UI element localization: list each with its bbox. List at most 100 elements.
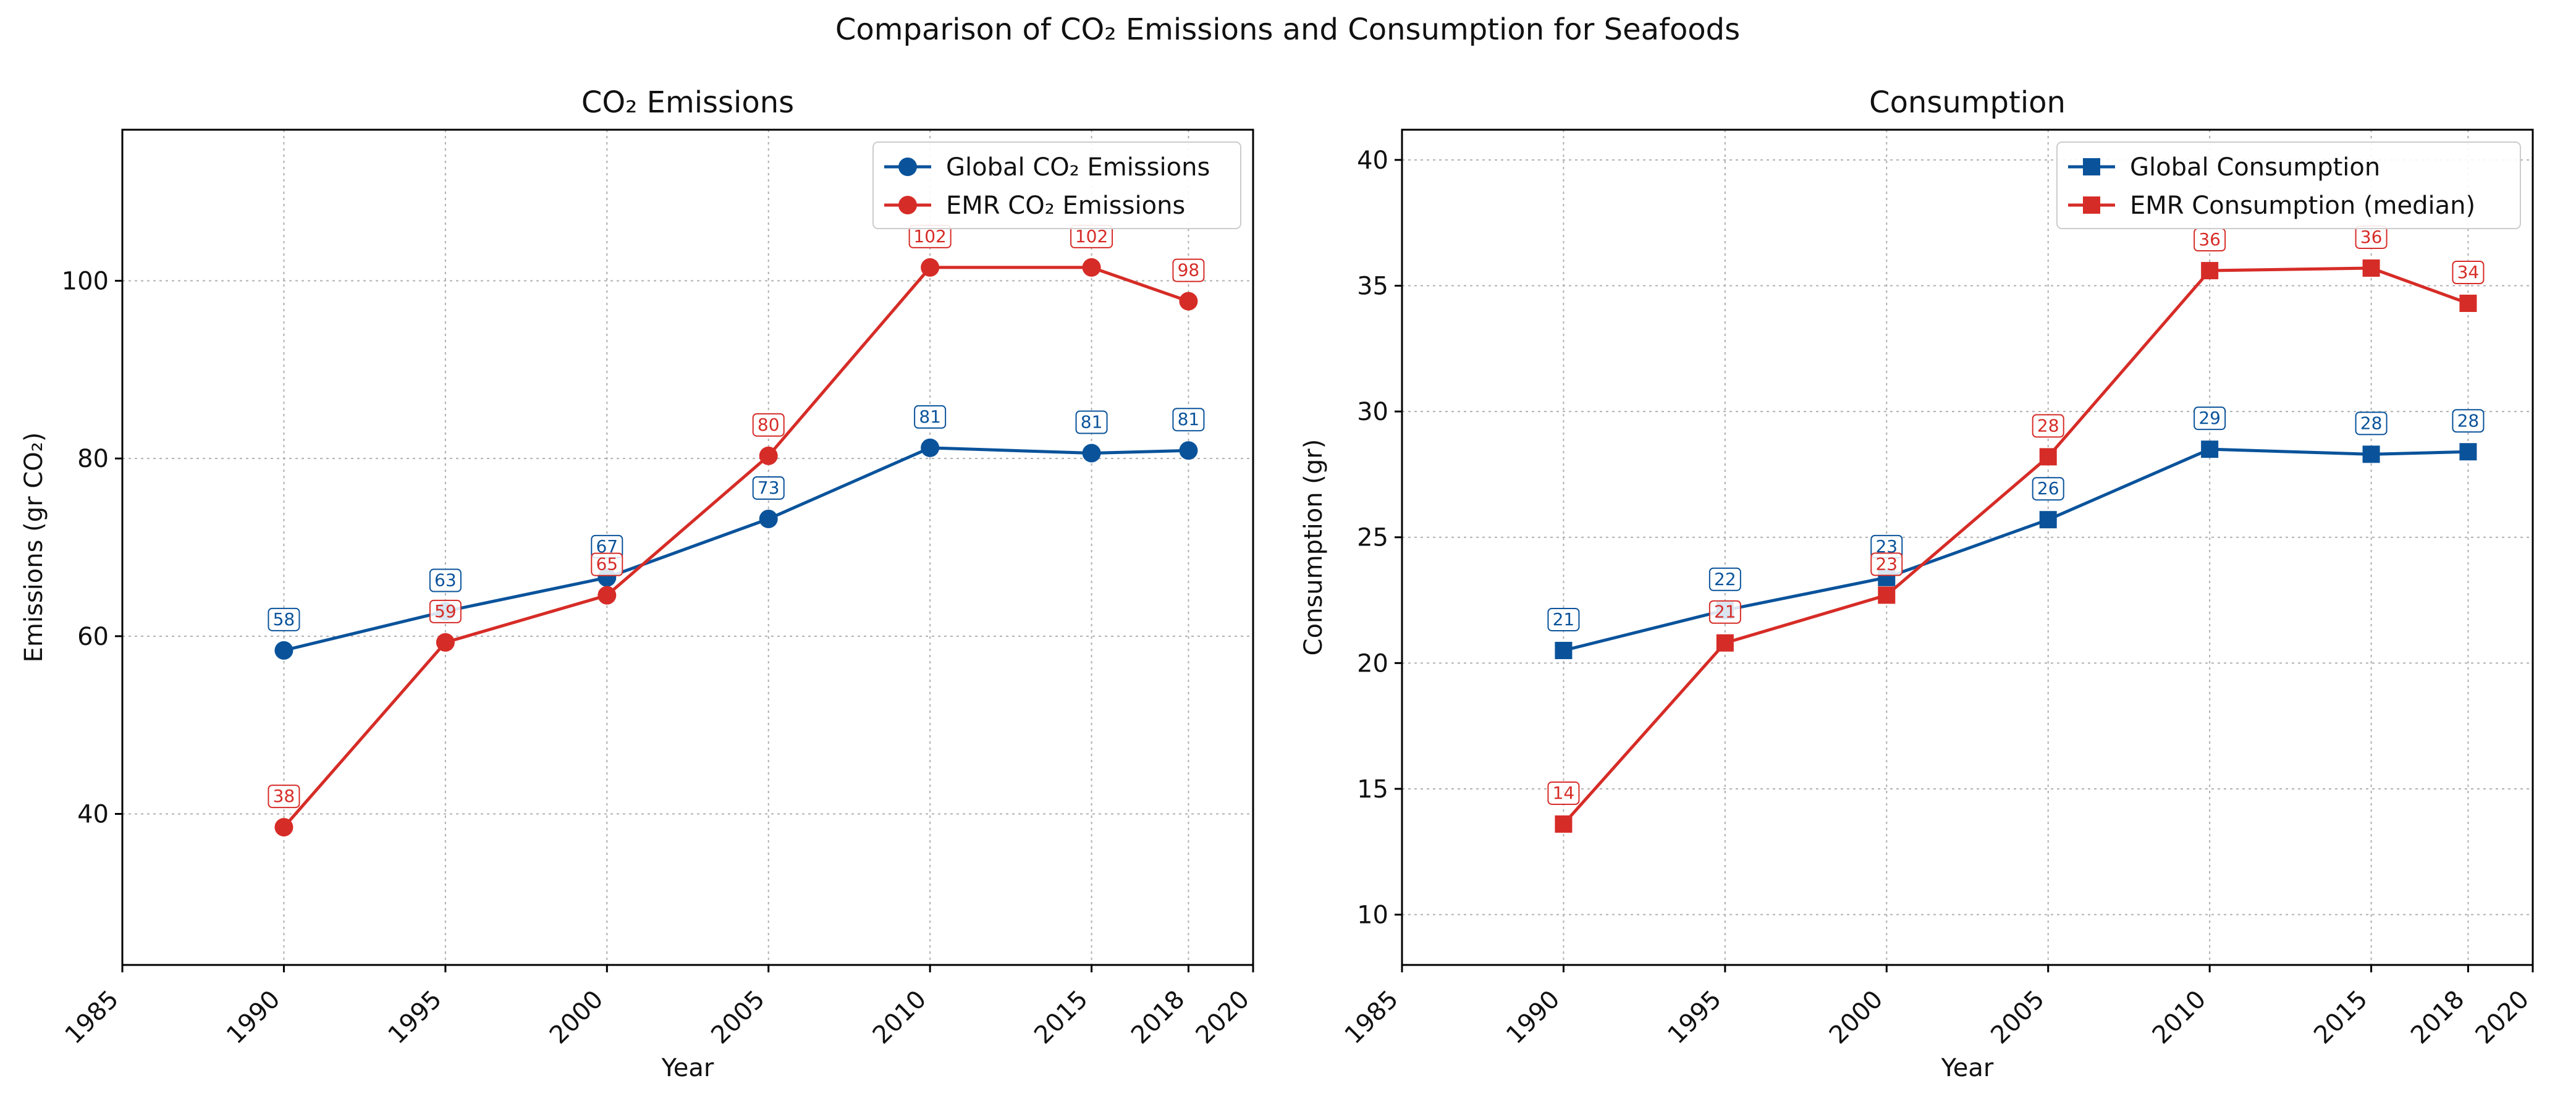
legend-item: EMR CO₂ Emissions bbox=[884, 192, 1185, 220]
data-label-box bbox=[1172, 408, 1205, 432]
data-label-box bbox=[429, 568, 462, 592]
data-point bbox=[274, 641, 293, 660]
y-tick-label: 40 bbox=[1357, 146, 1388, 175]
data-point bbox=[2039, 511, 2057, 529]
data-label: 29 bbox=[2198, 408, 2221, 428]
data-label-box bbox=[268, 607, 300, 631]
data-point bbox=[1179, 292, 1198, 311]
data-label-box bbox=[752, 476, 785, 500]
data-label: 59 bbox=[434, 601, 457, 621]
y-tick-label: 20 bbox=[1357, 649, 1388, 678]
data-label-box bbox=[429, 599, 462, 623]
y-tick-label: 25 bbox=[1357, 524, 1388, 552]
legend-marker bbox=[2083, 158, 2100, 175]
data-point bbox=[759, 509, 778, 528]
data-point bbox=[921, 258, 940, 277]
data-label-box bbox=[1547, 607, 1580, 631]
data-labels-emr: 38 59 65 80 102 102 98 bbox=[268, 224, 1205, 809]
data-point bbox=[1082, 258, 1101, 277]
data-label: 28 bbox=[2360, 413, 2383, 433]
chart-title: Consumption bbox=[1869, 85, 2066, 120]
data-label: 14 bbox=[1553, 783, 1575, 803]
data-label-box bbox=[1708, 567, 1741, 591]
data-label: 102 bbox=[913, 226, 946, 246]
data-label: 36 bbox=[2360, 227, 2383, 247]
data-label-box bbox=[2452, 409, 2485, 433]
data-label: 38 bbox=[273, 786, 295, 806]
data-point bbox=[2201, 262, 2219, 280]
data-label-box bbox=[591, 552, 623, 576]
data-point bbox=[921, 438, 940, 457]
data-label-box bbox=[1172, 258, 1205, 282]
y-tick-label: 10 bbox=[1357, 901, 1388, 930]
data-point bbox=[1179, 441, 1198, 460]
data-label-box bbox=[2032, 477, 2064, 501]
data-label: 21 bbox=[1553, 609, 1575, 630]
data-label: 81 bbox=[1178, 409, 1200, 429]
legend-marker bbox=[898, 158, 917, 176]
data-label-box bbox=[2194, 406, 2226, 431]
data-label: 98 bbox=[1178, 260, 1200, 280]
data-point bbox=[274, 818, 293, 837]
legend: Global CO₂ Emissions EMR CO₂ Emissions bbox=[872, 141, 1241, 229]
data-point bbox=[759, 446, 778, 465]
data-label: 28 bbox=[2037, 415, 2059, 436]
y-tick-label: 80 bbox=[77, 445, 109, 473]
series-emr bbox=[1555, 259, 2477, 833]
legend-marker bbox=[2083, 196, 2100, 214]
data-point bbox=[2459, 443, 2477, 461]
legend-item: Global Consumption bbox=[2068, 153, 2380, 182]
y-tick-label: 15 bbox=[1357, 775, 1388, 804]
y-tick-label: 60 bbox=[77, 623, 109, 651]
legend-label: EMR CO₂ Emissions bbox=[946, 192, 1185, 220]
x-axis-label: Year bbox=[661, 1054, 714, 1082]
legend-label: EMR Consumption (median) bbox=[2130, 192, 2475, 220]
data-point bbox=[2362, 445, 2380, 463]
series-emr bbox=[274, 258, 1198, 837]
data-point bbox=[2201, 440, 2219, 458]
data-label: 34 bbox=[2457, 262, 2480, 282]
data-label-box bbox=[2452, 260, 2485, 284]
data-label-box bbox=[1708, 600, 1741, 624]
chart-title: CO₂ Emissions bbox=[581, 85, 794, 120]
legend-label: Global CO₂ Emissions bbox=[946, 153, 1210, 182]
data-label: 26 bbox=[2037, 478, 2059, 499]
y-tick-label: 30 bbox=[1357, 398, 1388, 426]
data-point bbox=[1555, 641, 1573, 659]
data-label: 73 bbox=[758, 478, 780, 498]
y-axis-label: Emissions (gr CO₂) bbox=[20, 432, 48, 663]
data-point bbox=[2039, 448, 2057, 466]
y-tick-label: 35 bbox=[1357, 272, 1388, 300]
legend-label: Global Consumption bbox=[2130, 153, 2380, 182]
legend-item: Global CO₂ Emissions bbox=[884, 153, 1210, 182]
legend-box bbox=[872, 141, 1241, 229]
y-tick-label: 40 bbox=[77, 800, 109, 828]
data-point bbox=[436, 633, 455, 652]
data-label-box bbox=[1547, 781, 1580, 805]
data-label-box bbox=[2032, 414, 2064, 438]
data-point bbox=[1555, 815, 1573, 833]
data-label: 22 bbox=[1714, 569, 1736, 589]
data-label: 102 bbox=[1075, 226, 1108, 246]
figure-title: Comparison of CO₂ Emissions and Consumpt… bbox=[835, 12, 1740, 47]
y-tick-label: 100 bbox=[62, 267, 109, 296]
data-label: 81 bbox=[1081, 412, 1103, 432]
data-label: 81 bbox=[919, 406, 941, 427]
data-label-box bbox=[752, 413, 785, 437]
data-labels-emr: 14 21 23 28 36 36 34 bbox=[1547, 225, 2485, 805]
data-point bbox=[1082, 444, 1101, 463]
data-label-box bbox=[1870, 552, 1903, 576]
data-label-box bbox=[1075, 410, 1108, 434]
data-label: 65 bbox=[596, 554, 618, 575]
data-label: 80 bbox=[758, 415, 780, 435]
data-label: 23 bbox=[1875, 554, 1898, 574]
data-label: 63 bbox=[434, 570, 457, 591]
data-point bbox=[1716, 634, 1734, 652]
legend: Global Consumption EMR Consumption (media… bbox=[2056, 141, 2521, 229]
data-point bbox=[2459, 294, 2477, 312]
data-point bbox=[2362, 259, 2380, 277]
data-label-box bbox=[268, 785, 300, 809]
data-label: 36 bbox=[2198, 229, 2221, 250]
